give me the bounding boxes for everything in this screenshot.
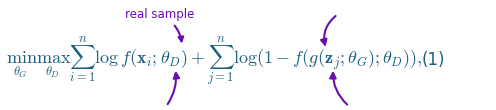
Text: (1): (1) xyxy=(422,51,445,69)
Text: real sample: real sample xyxy=(124,8,194,41)
Text: $\min_{\theta_G} \max_{\theta_D} \sum_{i=1}^{n} \log f(\mathbf{x}_i; \theta_D) +: $\min_{\theta_G} \max_{\theta_D} \sum_{i… xyxy=(6,34,422,87)
